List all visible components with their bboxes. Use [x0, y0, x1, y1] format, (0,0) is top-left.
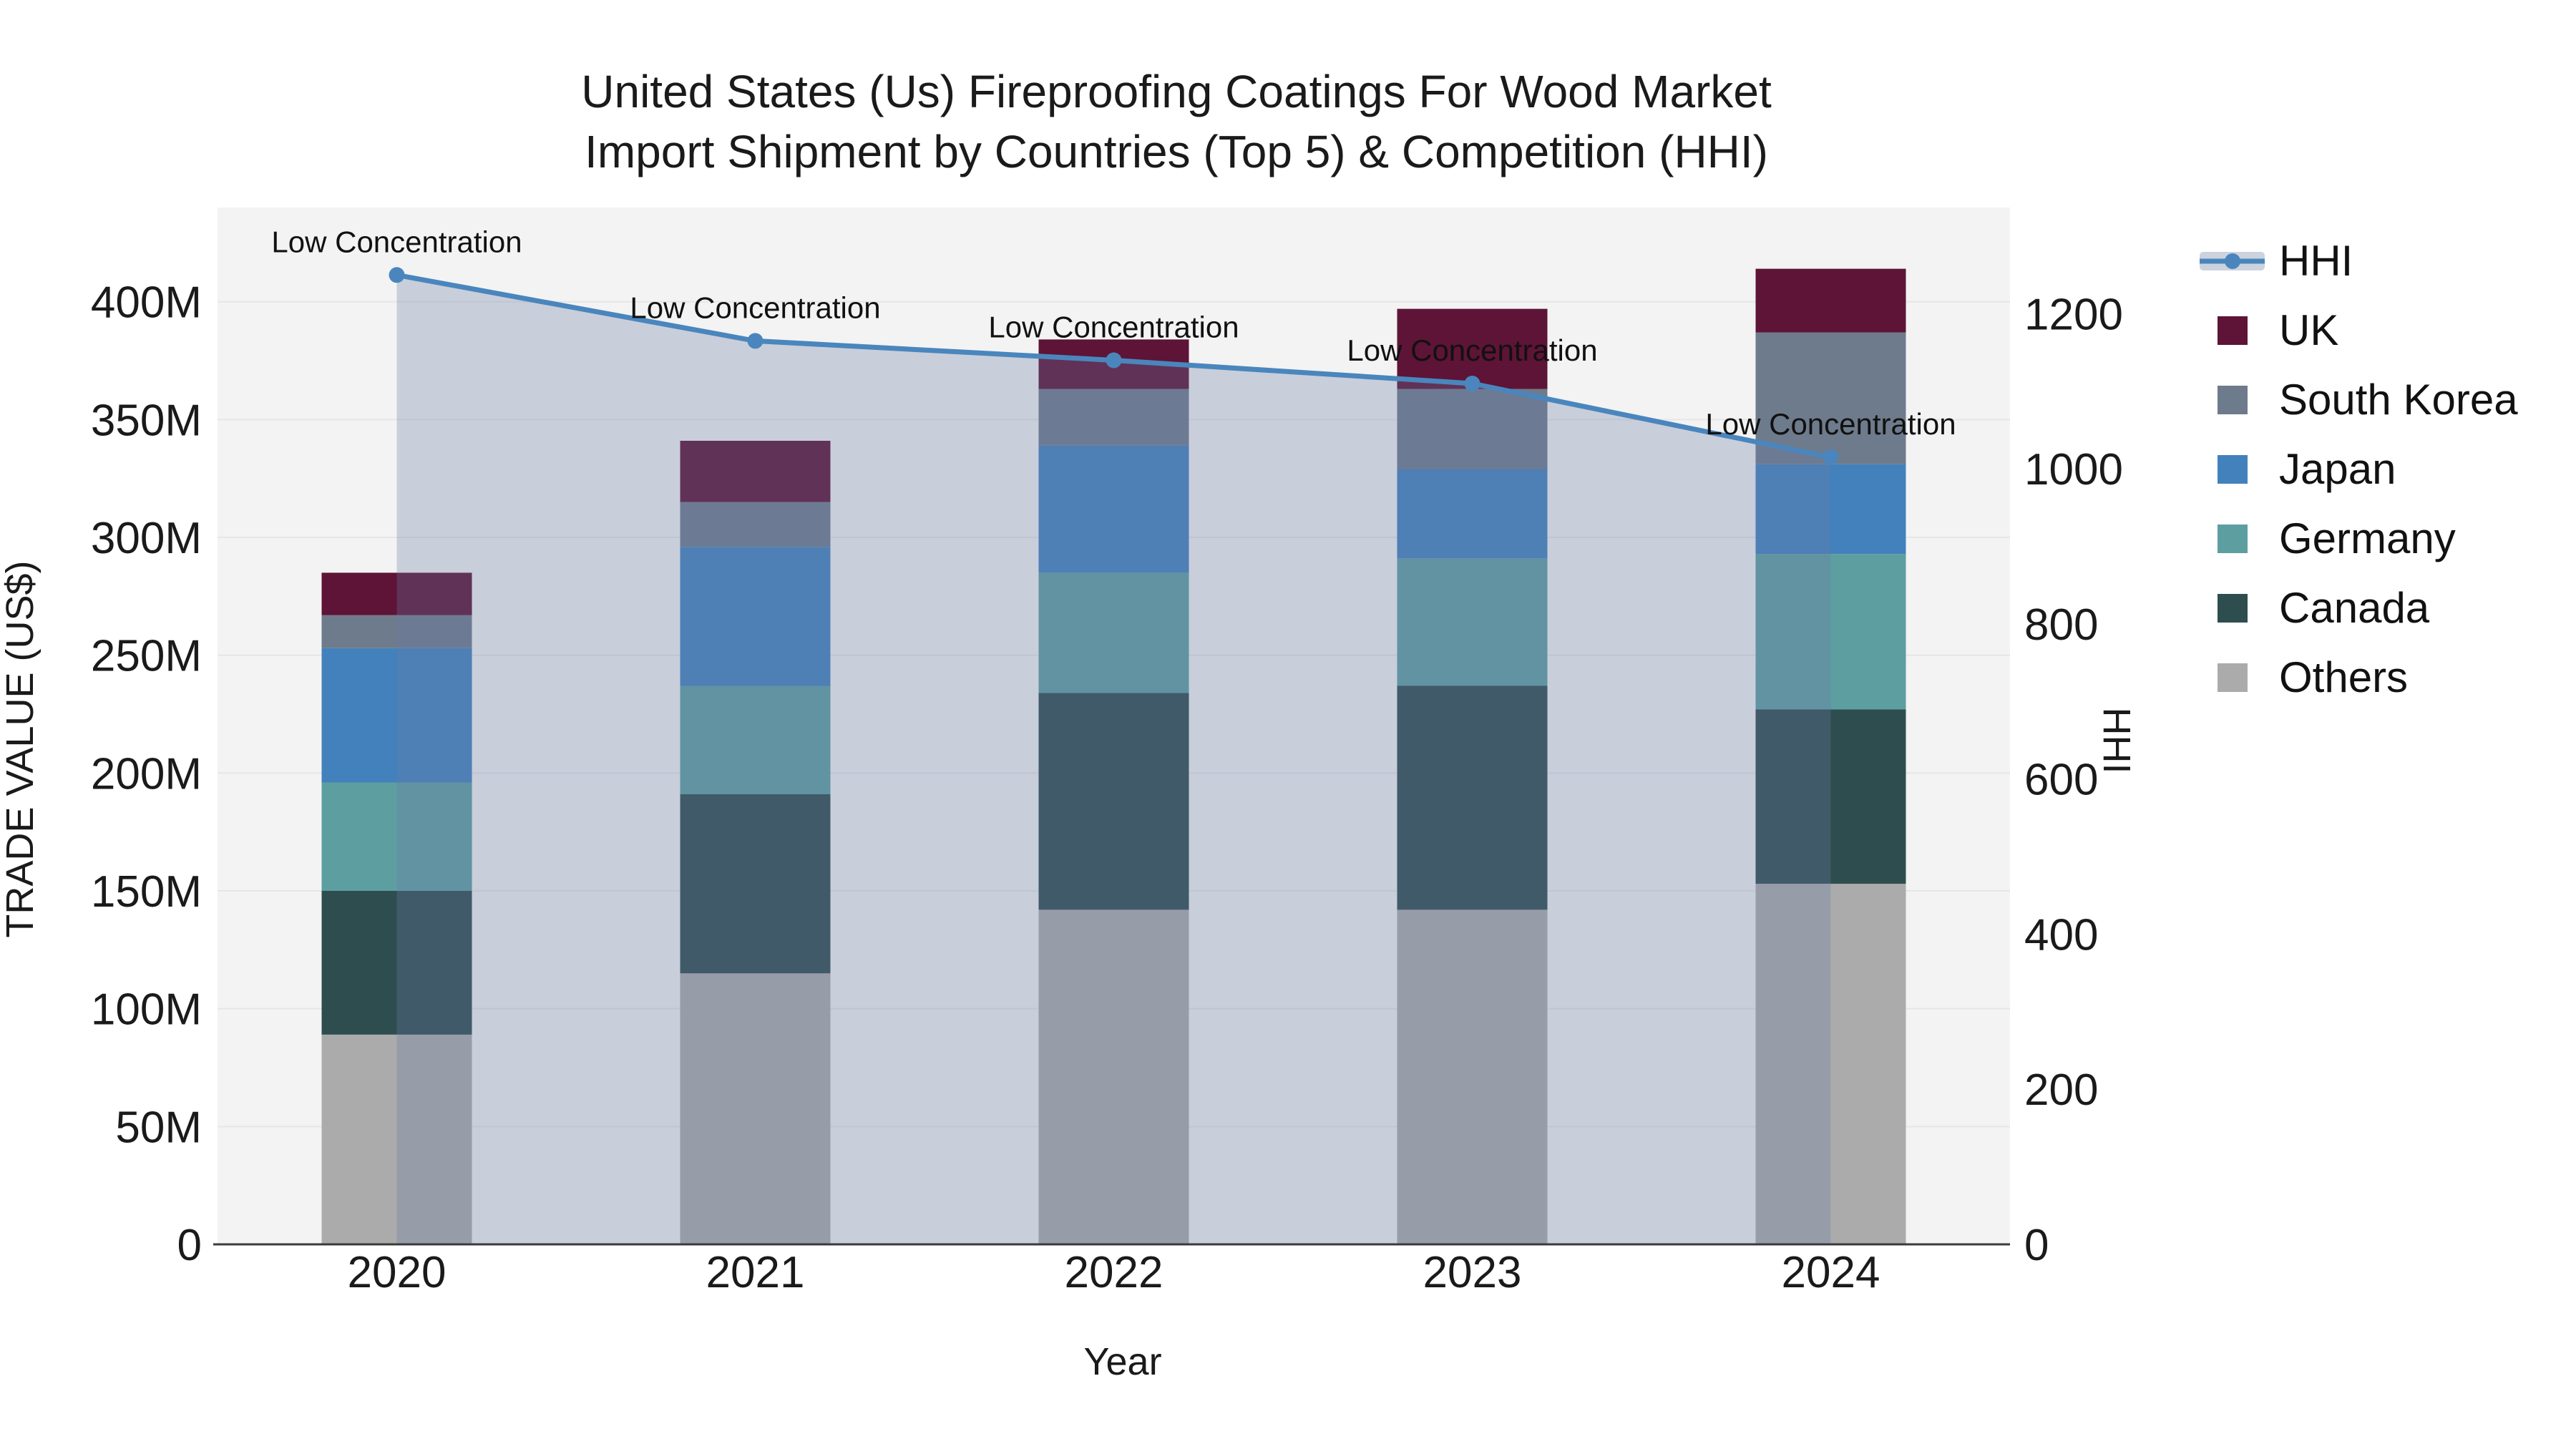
x-tick-2021: 2021: [706, 1248, 805, 1297]
legend: HHI UK South Korea Japan Germany Canada Others: [2200, 226, 2518, 712]
legend-item-germany[interactable]: Germany: [2200, 504, 2518, 573]
legend-item-others[interactable]: Others: [2200, 643, 2518, 712]
legend-label: Japan: [2279, 445, 2396, 493]
hhi-marker-2021[interactable]: [747, 333, 763, 349]
annotation-2020: Low Concentration: [271, 225, 522, 258]
y-tick-300M: 300M: [91, 514, 202, 563]
bar-2023-others[interactable]: [1397, 909, 1548, 1244]
chart-title: United States (Us) Fireproofing Coatings…: [218, 62, 2135, 182]
color-swatch-icon: [2200, 524, 2265, 553]
legend-label: Canada: [2279, 584, 2430, 632]
bar-2024-others[interactable]: [1755, 884, 1906, 1244]
y-tick-50M: 50M: [115, 1103, 202, 1152]
y2-tick-1200: 1200: [2024, 291, 2123, 340]
y2-tick-1000: 1000: [2024, 445, 2123, 494]
y-tick-100M: 100M: [91, 985, 202, 1035]
bar-2023-germany[interactable]: [1397, 558, 1548, 686]
bar-2020-uk[interactable]: [321, 572, 472, 615]
y-tick-250M: 250M: [91, 632, 202, 681]
bar-2021-south-korea[interactable]: [680, 502, 831, 547]
color-swatch-icon: [2200, 385, 2265, 414]
bar-2024-canada[interactable]: [1755, 709, 1906, 884]
bar-2022-japan[interactable]: [1038, 445, 1189, 573]
annotation-2022: Low Concentration: [988, 311, 1239, 344]
legend-item-canada[interactable]: Canada: [2200, 573, 2518, 643]
chart-title-line1: United States (Us) Fireproofing Coatings…: [581, 66, 1772, 117]
bar-2023-japan[interactable]: [1397, 469, 1548, 559]
bar-2024-japan[interactable]: [1755, 464, 1906, 555]
y-tick-350M: 350M: [91, 396, 202, 445]
color-swatch-icon: [2200, 593, 2265, 623]
annotation-2023: Low Concentration: [1347, 333, 1597, 367]
bar-2024-uk[interactable]: [1755, 268, 1906, 333]
legend-label: South Korea: [2279, 376, 2518, 424]
y2-tick-800: 800: [2024, 600, 2098, 650]
chart-title-line2: Import Shipment by Countries (Top 5) & C…: [585, 126, 1768, 177]
bar-2020-japan[interactable]: [321, 648, 472, 783]
x-tick-2022: 2022: [1065, 1248, 1163, 1297]
y2-tick-0: 0: [2024, 1221, 2049, 1270]
y2-axis-title: HHI: [2095, 707, 2138, 774]
y2-tick-200: 200: [2024, 1065, 2098, 1115]
bar-2020-canada[interactable]: [321, 891, 472, 1035]
y-tick-400M: 400M: [91, 278, 202, 328]
color-swatch-icon: [2200, 454, 2265, 484]
annotation-2024: Low Concentration: [1705, 407, 1956, 441]
y-tick-200M: 200M: [91, 749, 202, 799]
bar-2021-canada[interactable]: [680, 794, 831, 974]
bar-2020-south-korea[interactable]: [321, 615, 472, 648]
bar-2022-canada[interactable]: [1038, 693, 1189, 910]
x-tick-2023: 2023: [1423, 1248, 1522, 1297]
color-swatch-icon: [2200, 316, 2265, 345]
legend-item-south-korea[interactable]: South Korea: [2200, 365, 2518, 434]
legend-label: Germany: [2279, 514, 2456, 562]
y2-tick-400: 400: [2024, 911, 2098, 960]
bar-2020-germany[interactable]: [321, 782, 472, 892]
x-tick-2024: 2024: [1782, 1248, 1880, 1297]
hhi-marker-2020[interactable]: [389, 267, 405, 283]
y-tick-150M: 150M: [91, 867, 202, 917]
legend-label: HHI: [2279, 237, 2353, 285]
color-swatch-icon: [2200, 663, 2265, 692]
bar-2023-south-korea[interactable]: [1397, 389, 1548, 469]
x-tick-2020: 2020: [348, 1248, 447, 1297]
bar-2020-others[interactable]: [321, 1034, 472, 1244]
legend-item-hhi[interactable]: HHI: [2200, 226, 2518, 296]
bar-2023-uk[interactable]: [1397, 308, 1548, 389]
bar-2021-uk[interactable]: [680, 441, 831, 502]
bar-2021-others[interactable]: [680, 973, 831, 1244]
bar-2022-others[interactable]: [1038, 909, 1189, 1244]
legend-label: Others: [2279, 653, 2409, 701]
bar-2021-japan[interactable]: [680, 547, 831, 686]
hhi-marker-2023[interactable]: [1464, 376, 1480, 391]
y-tick-0: 0: [177, 1221, 202, 1270]
bar-2023-canada[interactable]: [1397, 686, 1548, 910]
hhi-marker-2022[interactable]: [1106, 352, 1122, 369]
y-axis-title: TRADE VALUE (US$): [0, 560, 42, 938]
x-axis-title: Year: [1083, 1340, 1162, 1383]
bar-2024-germany[interactable]: [1755, 554, 1906, 710]
y2-tick-600: 600: [2024, 756, 2098, 805]
bar-2022-south-korea[interactable]: [1038, 389, 1189, 446]
bar-2024-south-korea[interactable]: [1755, 332, 1906, 464]
hhi-area: [396, 275, 1831, 1244]
bar-2021-germany[interactable]: [680, 686, 831, 795]
annotation-2021: Low Concentration: [630, 291, 880, 324]
bar-2022-germany[interactable]: [1038, 572, 1189, 693]
hhi-marker-2024[interactable]: [1823, 449, 1839, 465]
legend-item-japan[interactable]: Japan: [2200, 434, 2518, 504]
legend-label: UK: [2279, 306, 2339, 354]
legend-item-uk[interactable]: UK: [2200, 296, 2518, 365]
